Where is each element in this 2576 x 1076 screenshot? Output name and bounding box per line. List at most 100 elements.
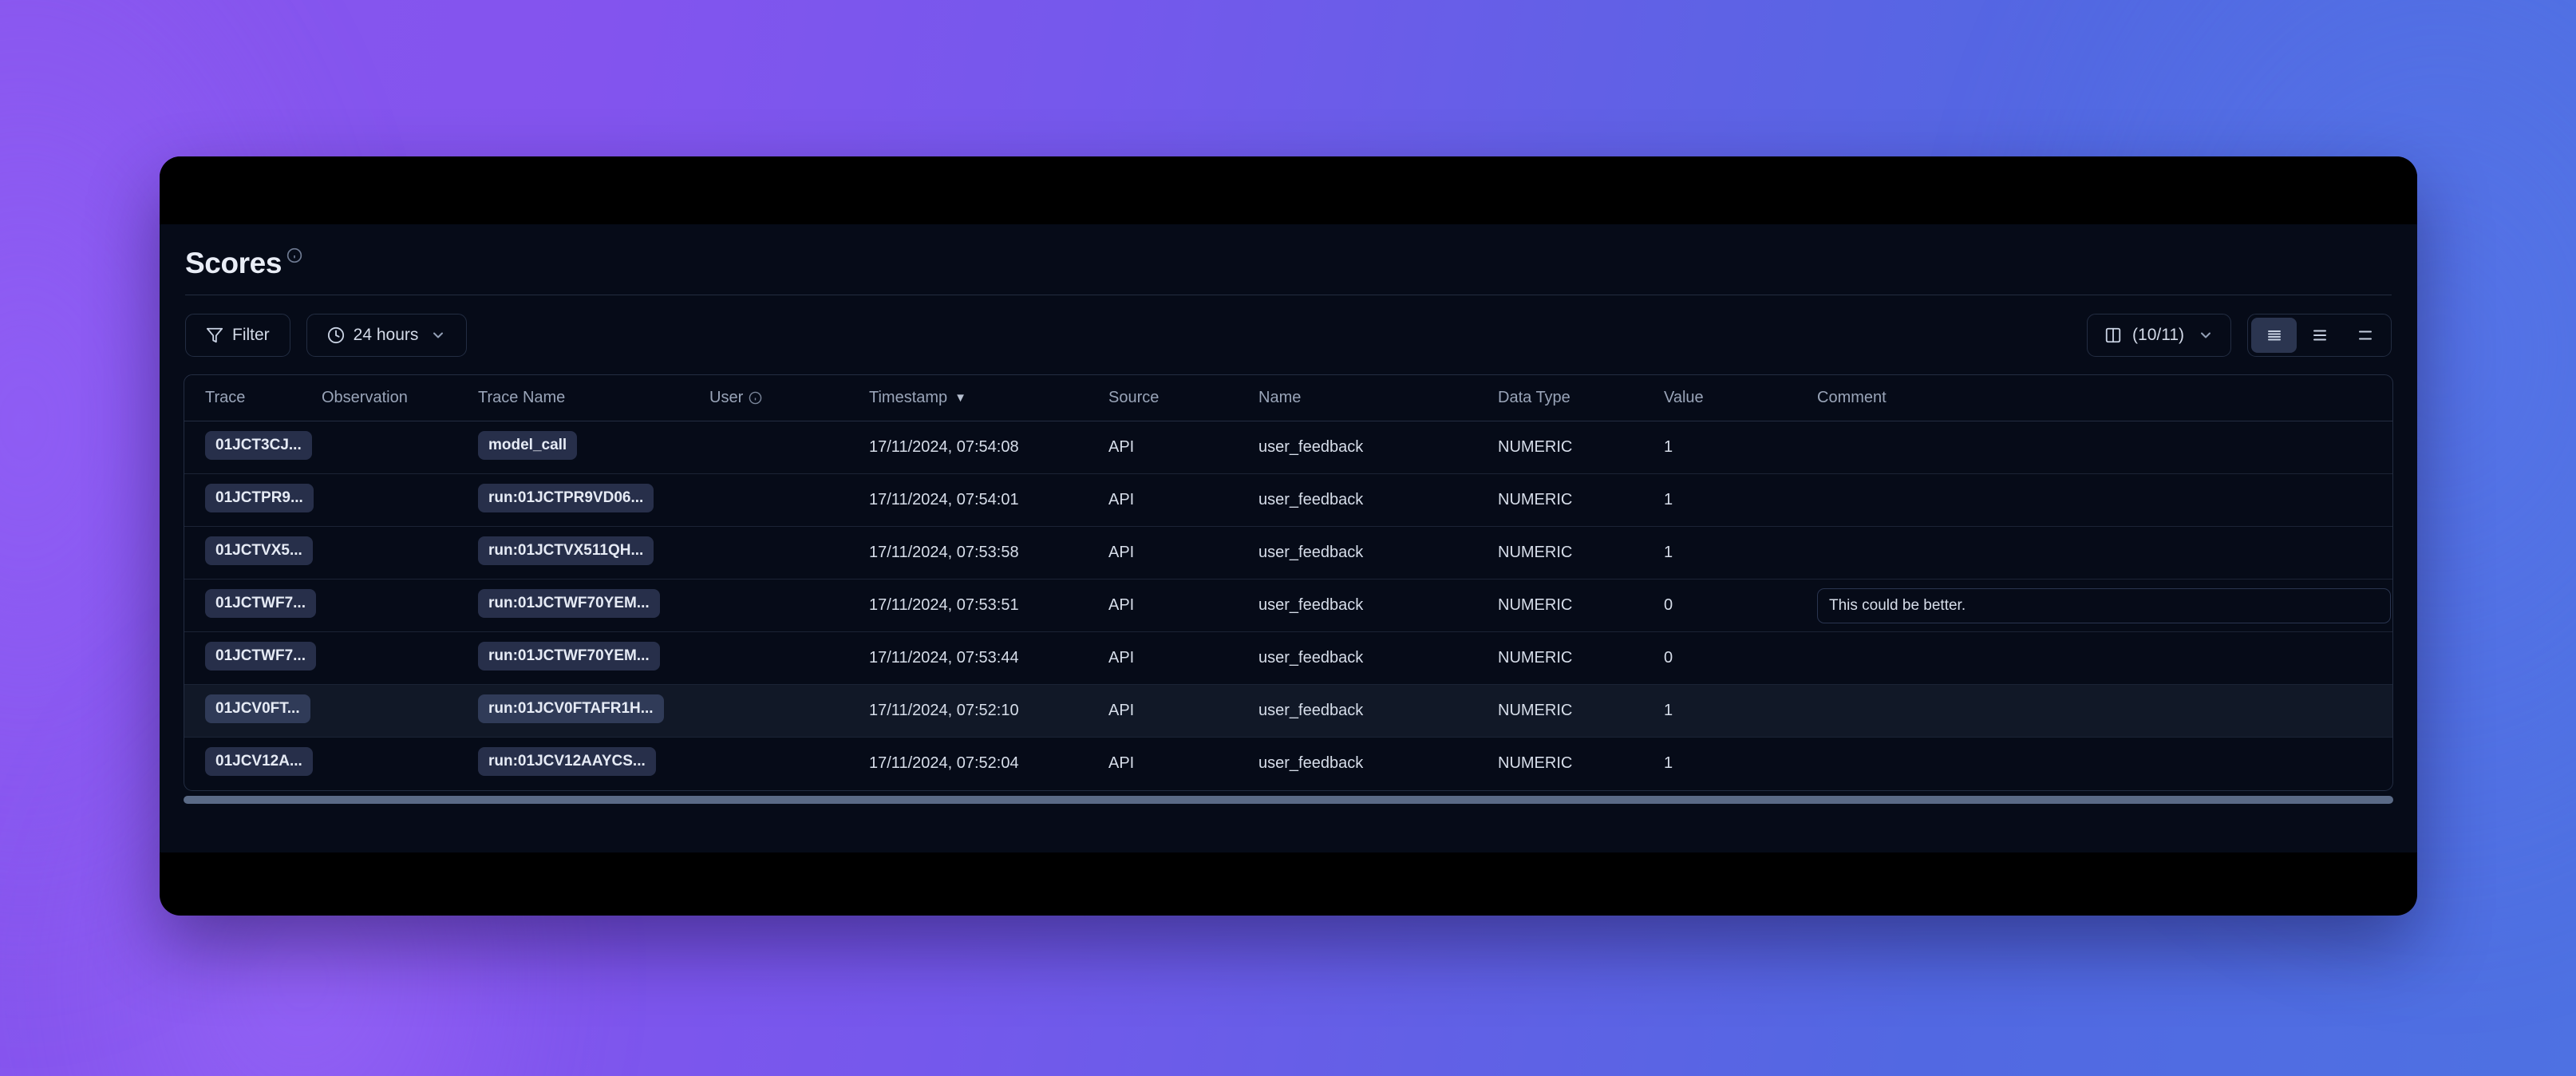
cell-observation: [322, 473, 478, 527]
trace-id-chip[interactable]: 01JCV0FT...: [205, 694, 310, 723]
scores-table: Trace Observation Trace Name User: [184, 375, 2392, 790]
cell-data-type: NUMERIC: [1498, 631, 1664, 685]
column-header-timestamp[interactable]: Timestamp ▼: [869, 375, 1108, 421]
cell-comment: [1817, 473, 2392, 527]
row-height-relaxed-button[interactable]: [2342, 318, 2388, 353]
column-header-observation[interactable]: Observation: [322, 375, 478, 421]
trace-name-chip[interactable]: model_call: [478, 430, 578, 460]
columns-icon: [2104, 326, 2122, 344]
trace-name-chip[interactable]: run:01JCTVX511QH...: [478, 536, 654, 565]
column-header-trace[interactable]: Trace: [184, 375, 322, 421]
comment-box[interactable]: This could be better.: [1817, 587, 2391, 623]
column-header-user[interactable]: User: [709, 375, 869, 421]
table-horizontal-scrollbar[interactable]: [184, 794, 2393, 805]
cell-name: user_feedback: [1258, 421, 1498, 474]
trace-name-chip[interactable]: run:01JCV0FTAFR1H...: [478, 694, 664, 723]
table-row[interactable]: 01JCT3CJ... model_call 17/11/2024, 07:54:0…: [184, 421, 2392, 474]
cell-name: user_feedback: [1258, 754, 1364, 773]
filter-button[interactable]: Filter: [185, 314, 290, 357]
toolbar-left-group: Filter 24 hours: [185, 314, 468, 357]
trace-name-chip[interactable]: run:01JCTPR9VD06...: [478, 483, 654, 512]
cell-value: 0: [1664, 631, 1817, 685]
cell-value: 1: [1664, 684, 1817, 738]
cell-source: API: [1108, 473, 1258, 527]
trace-id-chip[interactable]: 01JCTWF7...: [205, 641, 316, 671]
trace-name-chip[interactable]: run:01JCTWF70YEM...: [478, 588, 660, 618]
cell-comment: [1817, 631, 2392, 685]
column-header-label: Trace: [205, 389, 246, 406]
time-range-label: 24 hours: [353, 326, 419, 344]
column-header-label: Data Type: [1498, 389, 1570, 406]
trace-id-chip[interactable]: 01JCT3CJ...: [205, 430, 312, 460]
app-window: Scores: [160, 156, 2417, 916]
trace-name-chip[interactable]: run:01JCTWF70YEM...: [478, 641, 660, 671]
table-row[interactable]: 01JCTWF7... run:01JCTWF70YEM... 17/11/2024…: [184, 631, 2392, 685]
cell-source: API: [1108, 526, 1258, 580]
trace-id-chip[interactable]: 01JCTVX5...: [205, 536, 313, 565]
cell-trace-name: run:01JCV12AAYCS...: [478, 738, 709, 790]
table-row[interactable]: 01JCTWF7... run:01JCTWF70YEM... 17/11/2024…: [184, 579, 2392, 632]
clock-icon: [327, 326, 345, 344]
row-height-normal-button[interactable]: [2297, 318, 2342, 353]
trace-name-chip[interactable]: run:01JCV12AAYCS...: [478, 746, 656, 776]
cell-timestamp: 17/11/2024, 07:53:44: [869, 631, 1108, 685]
trace-id-chip[interactable]: 01JCTPR9...: [205, 483, 314, 512]
cell-trace: 01JCT3CJ...: [184, 421, 322, 474]
cell-value: 1: [1664, 473, 1817, 527]
table-row[interactable]: 01JCTPR9... run:01JCTPR9VD06... 17/11/2024…: [184, 473, 2392, 527]
scores-table-container: Trace Observation Trace Name User: [184, 374, 2393, 791]
cell-data-type: NUMERIC: [1498, 421, 1664, 474]
cell-data-type: NUMERIC: [1498, 754, 1573, 773]
table-row[interactable]: 01JCV0FT... run:01JCV0FTAFR1H... 17/11/202…: [184, 684, 2392, 738]
column-header-data-type[interactable]: Data Type: [1498, 375, 1664, 421]
cell-timestamp: 17/11/2024, 07:52:04: [869, 754, 1019, 773]
table-row[interactable]: 01JCV12A... run:01JCV12AAYCS... 17/11/2024…: [184, 738, 2392, 790]
column-header-label: Name: [1258, 389, 1302, 406]
sort-descending-icon[interactable]: ▼: [954, 391, 967, 405]
cell-name: user_feedback: [1258, 631, 1498, 685]
column-count-label: (10/11): [2132, 326, 2184, 344]
cell-trace-name: run:01JCTPR9VD06...: [478, 473, 709, 527]
cell-observation: [322, 684, 478, 738]
page-title-row: Scores: [185, 246, 2392, 287]
column-header-comment[interactable]: Comment: [1817, 375, 2392, 421]
cell-observation: [322, 631, 478, 685]
row-height-compact-button[interactable]: [2251, 318, 2297, 353]
info-icon[interactable]: [749, 391, 762, 405]
time-range-button[interactable]: 24 hours: [306, 314, 468, 357]
column-header-value[interactable]: Value: [1664, 375, 1817, 421]
column-header-label: Source: [1108, 389, 1160, 406]
cell-source: API: [1108, 631, 1258, 685]
cell-comment: [1817, 738, 2392, 790]
scrollbar-thumb[interactable]: [184, 795, 2393, 804]
cell-trace-name: run:01JCV0FTAFR1H...: [478, 684, 709, 738]
cell-name: user_feedback: [1258, 526, 1498, 580]
column-visibility-button[interactable]: (10/11): [2087, 314, 2231, 357]
cell-trace: 01JCTVX5...: [184, 526, 322, 580]
trace-id-chip[interactable]: 01JCTWF7...: [205, 588, 316, 618]
cell-value: 0: [1664, 579, 1817, 632]
cell-timestamp: 17/11/2024, 07:54:01: [869, 473, 1108, 527]
cell-value: 1: [1664, 421, 1817, 474]
column-header-label: Comment: [1817, 389, 1887, 406]
cell-timestamp: 17/11/2024, 07:54:08: [869, 421, 1108, 474]
scores-table-body: 01JCT3CJ... model_call 17/11/2024, 07:54:0…: [184, 421, 2392, 790]
column-header-label: User: [709, 389, 744, 406]
column-header-name[interactable]: Name: [1258, 375, 1498, 421]
column-header-source[interactable]: Source: [1108, 375, 1258, 421]
cell-source: API: [1108, 579, 1258, 632]
cell-comment: This could be better.: [1817, 579, 2392, 632]
cell-source: API: [1108, 684, 1258, 738]
table-row[interactable]: 01JCTVX5... run:01JCTVX511QH... 17/11/2024…: [184, 526, 2392, 580]
cell-user: [709, 526, 869, 580]
column-header-trace-name[interactable]: Trace Name: [478, 375, 709, 421]
column-header-label: Trace Name: [478, 389, 566, 406]
trace-id-chip[interactable]: 01JCV12A...: [205, 746, 313, 776]
cell-data-type: NUMERIC: [1498, 684, 1664, 738]
cell-name: user_feedback: [1258, 684, 1498, 738]
cell-data-type: NUMERIC: [1498, 526, 1664, 580]
cell-timestamp: 17/11/2024, 07:53:51: [869, 579, 1108, 632]
page-title-info-icon[interactable]: [286, 247, 302, 263]
page-title: Scores: [185, 247, 282, 279]
cell-trace-name: run:01JCTWF70YEM...: [478, 579, 709, 632]
